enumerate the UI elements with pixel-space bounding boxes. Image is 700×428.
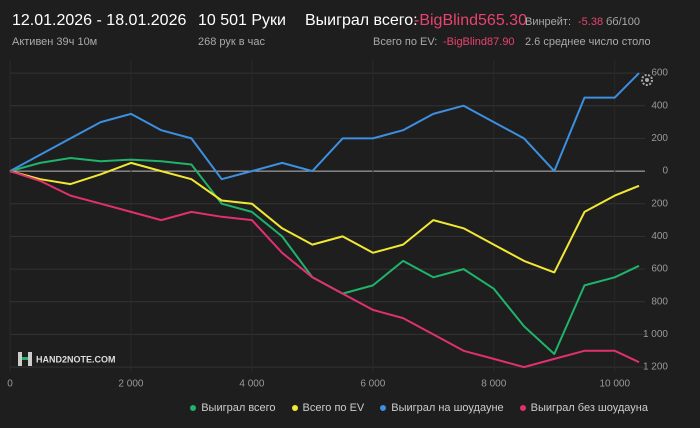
y-tick-label: 800 xyxy=(651,296,668,307)
legend-item[interactable]: Всего по EV xyxy=(291,402,365,414)
x-tick-label: 4 000 xyxy=(239,379,264,390)
series-line xyxy=(9,157,640,355)
settings-icon[interactable] xyxy=(641,74,653,86)
legend-swatch xyxy=(190,405,197,411)
x-tick-label: 8 000 xyxy=(481,379,506,390)
won-value: -BigBlind565.30 xyxy=(414,12,527,29)
legend-item[interactable]: Выиграл всего xyxy=(190,402,276,414)
legend: Выиграл всего Всего по EV Выиграл на шоуда… xyxy=(190,402,648,414)
logo-text: HAND2NOTE.COM xyxy=(36,354,116,364)
legend-swatch xyxy=(380,405,387,411)
x-tick-label: 6 000 xyxy=(360,379,385,390)
legend-swatch xyxy=(519,405,526,411)
y-tick-label: 1 000 xyxy=(643,329,668,340)
ev-value: -BigBlind87.90 xyxy=(443,36,515,48)
hands-per-hour: 268 рук в час xyxy=(198,36,266,48)
y-tick-label: 200 xyxy=(651,198,668,209)
ev-label: Всего по EV: xyxy=(373,36,438,48)
legend-label: Выиграл всего xyxy=(201,402,276,414)
legend-label: Выиграл без шоудауна xyxy=(530,402,648,414)
legend-item[interactable]: Выиграл без шоудауна xyxy=(519,402,648,414)
chart: 600 400 200 0 200 400 600 800 1 000 1 200 0 2 000 4 … xyxy=(7,60,668,390)
winrate-unit: бб/100 xyxy=(606,16,641,28)
y-tick-label: 400 xyxy=(651,100,668,111)
dates: 12.01.2026 - 18.01.2026 xyxy=(12,12,187,29)
plot-layer: 600 400 200 0 200 400 600 800 1 000 1 200 0 2 000 4 … xyxy=(7,60,668,390)
x-tick-label: 2 000 xyxy=(118,379,143,390)
y-tick-label: 400 xyxy=(651,231,668,242)
legend-label: Всего по EV xyxy=(302,402,365,414)
legend-item[interactable]: Выиграл на шоудауне xyxy=(380,402,504,414)
y-tick-label: 600 xyxy=(651,68,668,79)
series-line xyxy=(9,161,640,274)
series-line xyxy=(9,72,640,181)
tables: 2.6 среднее число столо xyxy=(525,36,650,48)
logo: HAND2NOTE.COM xyxy=(18,352,116,366)
winrate-label: Винрейт: xyxy=(525,16,572,28)
hands: 10 501 Руки xyxy=(198,12,286,29)
winrate-value: -5.38 xyxy=(578,16,604,28)
won-label: Выиграл всего: xyxy=(305,12,418,29)
x-tick-label: 0 xyxy=(7,379,13,390)
y-tick-label: 600 xyxy=(651,264,668,275)
y-tick-label: 0 xyxy=(662,166,668,177)
x-tick-label: 10 000 xyxy=(599,379,630,390)
series-line xyxy=(9,170,640,369)
y-tick-label: 1 200 xyxy=(643,362,668,373)
legend-label: Выиграл на шоудауне xyxy=(391,402,504,414)
active: Активен 39ч 10м xyxy=(12,36,98,48)
legend-swatch xyxy=(291,405,298,411)
y-tick-label: 200 xyxy=(651,133,668,144)
